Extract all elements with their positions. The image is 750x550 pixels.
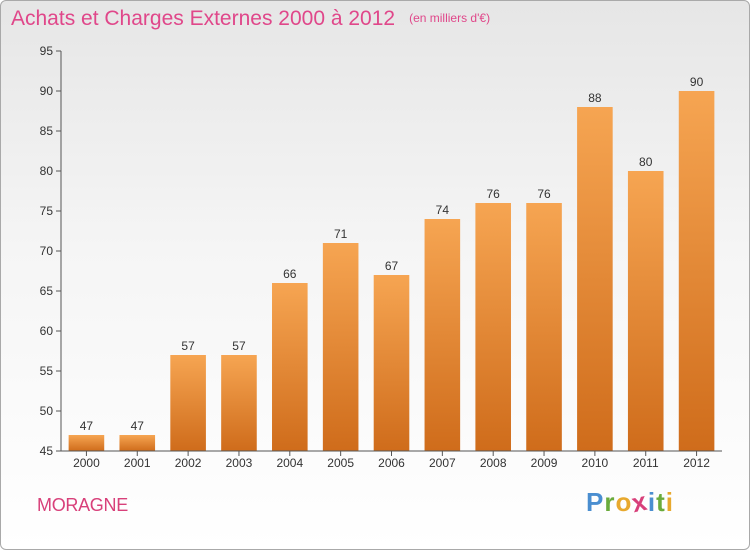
logo-letter: t — [656, 487, 666, 517]
data-label-2011: 80 — [639, 155, 653, 169]
x-tick-label-2008: 2008 — [480, 456, 507, 470]
bar-2002 — [170, 355, 206, 451]
bar-2007 — [424, 219, 461, 451]
x-tick-label-2006: 2006 — [378, 456, 405, 470]
data-label-2002: 57 — [181, 339, 195, 353]
bar-2001 — [119, 435, 156, 451]
bar-2011 — [627, 171, 664, 451]
data-label-2004: 66 — [283, 267, 297, 281]
chart-title: Achats et Charges Externes 2000 à 2012 (e… — [11, 7, 490, 31]
y-tick-label: 50 — [40, 404, 54, 418]
bar-2008 — [475, 203, 511, 451]
data-label-2010: 88 — [588, 91, 602, 105]
logo-letter: i — [665, 487, 674, 517]
y-tick-label: 55 — [40, 364, 54, 378]
data-label-2005: 71 — [334, 227, 348, 241]
y-tick-label: 70 — [40, 244, 54, 258]
location-label: MORAGNE — [37, 495, 128, 515]
chart-subtitle: (en milliers d'€) — [409, 11, 491, 25]
y-tick-label: 85 — [40, 124, 54, 138]
y-tick-label: 80 — [40, 164, 54, 178]
x-axis: 2000 2001 2002 2003 2004 2005 2006 2007 2008 2009… — [61, 450, 722, 470]
bar-2010 — [577, 107, 613, 451]
y-tick-label: 45 — [40, 444, 54, 458]
bar-2005 — [322, 243, 359, 451]
x-tick-label-2010: 2010 — [582, 456, 609, 470]
logo-letter: P — [586, 487, 605, 517]
y-tick-label: 95 — [40, 44, 54, 58]
data-label-2000: 47 — [80, 419, 94, 433]
y-tick-label: 65 — [40, 284, 54, 298]
bar-2009 — [526, 203, 562, 451]
x-tick-label-2002: 2002 — [175, 456, 202, 470]
bars: 47 47 57 57 66 71 67 74 76 76 88 80 90 — [68, 75, 715, 451]
x-tick-label-2009: 2009 — [531, 456, 558, 470]
y-tick-label: 60 — [40, 324, 54, 338]
y-axis: 45 50 55 60 65 70 75 80 85 90 95 — [40, 44, 62, 458]
logo-letter: r — [604, 487, 616, 517]
data-label-2012: 90 — [690, 75, 704, 89]
x-tick-label-2005: 2005 — [327, 456, 354, 470]
bar-2003 — [221, 355, 257, 451]
x-tick-label-2007: 2007 — [429, 456, 456, 470]
proxiti-logo: Proxiti — [586, 486, 674, 519]
x-tick-label-2012: 2012 — [683, 456, 710, 470]
x-tick-label-2003: 2003 — [226, 456, 253, 470]
bar-2012 — [678, 91, 715, 451]
y-tick-label: 90 — [40, 84, 54, 98]
x-tick-label-2001: 2001 — [124, 456, 151, 470]
data-label-2009: 76 — [537, 187, 551, 201]
logo-letter: i — [647, 487, 657, 517]
data-label-2001: 47 — [131, 419, 145, 433]
y-tick-label: 75 — [40, 204, 54, 218]
x-tick-label-2011: 2011 — [633, 456, 659, 470]
data-label-2007: 74 — [436, 203, 450, 217]
x-tick-label-2000: 2000 — [73, 456, 100, 470]
bar-2000 — [68, 435, 105, 451]
data-label-2006: 67 — [385, 259, 399, 273]
data-label-2003: 57 — [232, 339, 246, 353]
title-text: Achats et Charges Externes 2000 à 2012 — [11, 7, 396, 30]
logo-letter: o — [615, 487, 633, 517]
data-label-2008: 76 — [487, 187, 501, 201]
bar-2006 — [373, 275, 410, 451]
x-tick-label-2004: 2004 — [276, 456, 303, 470]
bar-2004 — [272, 283, 308, 451]
